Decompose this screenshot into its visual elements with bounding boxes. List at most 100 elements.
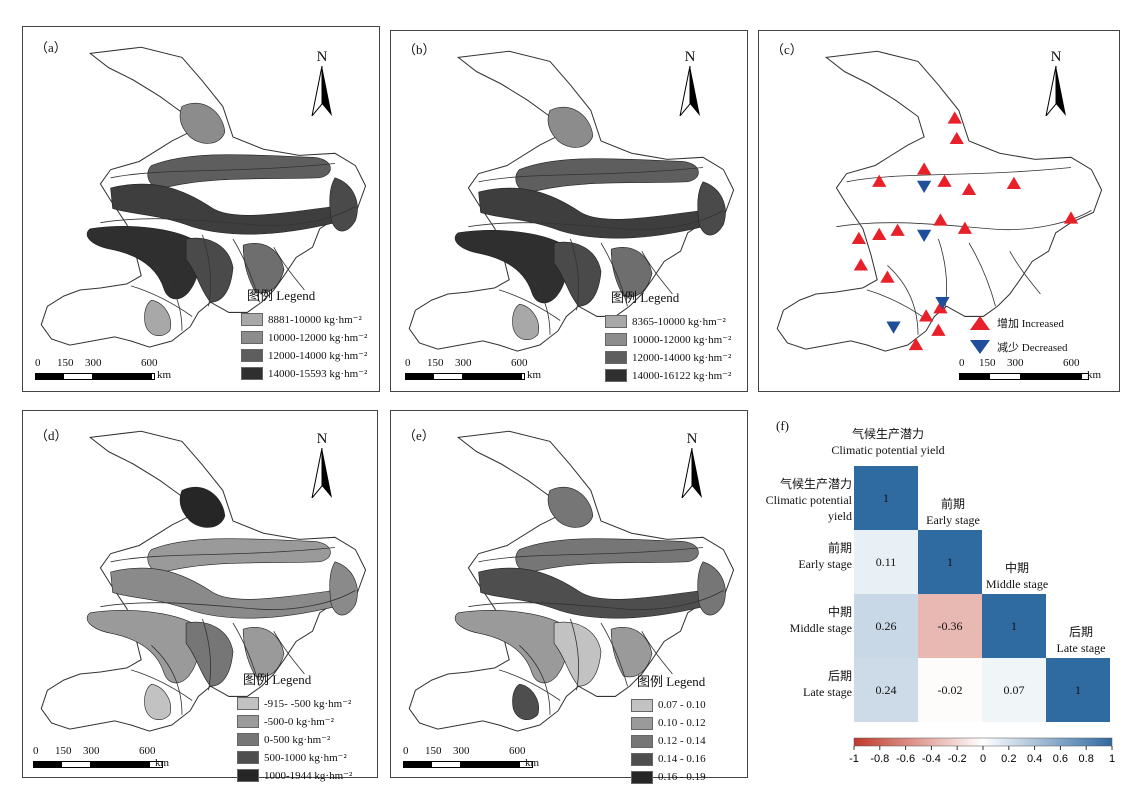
increased-marker [916,162,932,175]
row-label: 中期 Middle stage [789,605,852,635]
value-zone [512,683,539,720]
map-c [776,50,1103,352]
colorbar-tick-label: 0.4 [1027,753,1042,765]
boundary-line [202,234,211,307]
colorbar-tick-label: 0.2 [1001,753,1016,765]
boundary-line [130,669,193,701]
row-label: 气候生产潜力 Climatic potential yield [765,477,852,523]
map-panel-a: （a） N 图例 Legend 8881-10000 kg·hm⁻² 10000… [22,26,380,392]
increased-marker [937,174,952,187]
increased-marker [931,323,946,336]
boundary-line [846,167,1072,183]
boundary-line [130,285,193,317]
value-zone [547,486,594,528]
value-zone [185,237,234,303]
legend-b: 图例 Legend 8365-10000 kg·hm⁻² 10000-12000… [605,287,731,384]
region-outline [408,430,735,732]
increased-marker [1063,211,1079,224]
boundary-line [570,618,579,691]
legend-title: 图例 Legend [243,672,312,687]
value-zone [547,106,594,148]
row-label: 前期 Early stage [798,541,852,571]
map-a [40,46,367,348]
map-panel-b: （b） N 图例 Legend 8365-10000 kg·hm⁻² 10000… [390,30,748,392]
decreased-marker [886,321,901,334]
value-zone [454,230,568,304]
increased-marker [949,131,964,145]
legend-d: 图例 Legend -915- -500 kg·hm⁻² -500-0 kg·h… [237,669,352,784]
value-zone [329,177,358,232]
value-zone [454,610,568,684]
value-zone [86,610,200,684]
boundary-line [641,250,673,295]
boundary-line [641,630,673,675]
boundary-line [498,289,561,321]
colorbar-tick-label: 0.6 [1053,753,1068,765]
boundary-line [887,265,919,335]
legend-e: 图例 Legend 0.07 - 0.10 0.10 - 0.12 0.12 -… [631,671,706,786]
correlation-cell: 0.24 [854,658,918,722]
legend-title: 图例 Legend [637,674,706,689]
north-arrow: N [675,49,705,121]
panel-tag-b: （b） [403,42,436,57]
boundary-line [836,210,1092,231]
boundary-line [273,630,305,675]
legend-a: 图例 Legend 8881-10000 kg·hm⁻² 10000-12000… [241,285,367,382]
map-e [408,430,735,732]
map-b [408,50,735,352]
colorbar-tick-label: 0.8 [1079,753,1094,765]
scale-bar: 0 150 300 600 km [959,357,1102,381]
panel-tag-a: （a） [35,40,67,55]
panel-tag-f: (f) [776,418,789,433]
boundary-line [468,590,724,611]
increased-marker [890,223,905,236]
increased-marker [851,231,866,245]
value-zone [697,181,726,236]
value-zone [553,241,602,307]
boundary-line [273,246,305,291]
north-arrow: N [307,431,337,503]
correlation-cell: -0.36 [918,594,982,658]
boundary-line [151,261,183,331]
scale-bar: 0 150 300 600 km [35,357,172,381]
col-header-0: 气候生产潜力 Climatic potential yield [831,427,945,457]
value-zone [553,621,602,687]
value-zone [610,247,653,298]
value-zone [179,486,226,528]
boundary-line [100,206,356,227]
increased-marker [961,182,977,196]
increased-marker [933,301,948,314]
colorbar-tick-label: -0.4 [922,753,941,765]
region-outline [40,430,367,732]
boundary-line [600,622,628,687]
boundary-line [478,167,704,183]
colorbar-tick-label: 1 [1109,753,1115,765]
value-zone [329,561,358,616]
value-zone [610,627,653,678]
colorbar-tick-label: -1 [849,753,859,765]
increased-marker [880,270,895,283]
map-panel-e: （e） N 图例 Legend 0.07 - 0.10 0.10 - 0.12 … [390,410,748,784]
boundary-line [1009,250,1041,295]
colorbar-tick-label: 0 [980,753,986,765]
legend-title: 图例 Legend [611,290,680,305]
panel-tag-e: （e） [403,428,435,443]
correlation-cell: 0.11 [854,530,918,594]
value-zone [697,561,726,616]
boundary-line [100,590,356,611]
correlation-panel: (f) 气候生产潜力 Climatic potential yield 1 气候生产… [758,410,1128,790]
colorbar-gradient [853,737,1113,747]
value-zone [512,303,539,340]
north-arrow: N [1041,49,1071,121]
increased-marker [872,227,887,240]
boundary-line [232,238,260,303]
increased-marker [919,309,934,322]
correlation-cell: 1 [982,594,1046,658]
panel-tag-c: （c） [771,42,803,57]
value-zone [185,621,234,687]
increased-marker [933,213,948,226]
increased-marker [853,258,869,271]
map-d [40,430,367,732]
north-arrow: N [677,431,707,503]
increased-triangle-icon [970,316,990,330]
